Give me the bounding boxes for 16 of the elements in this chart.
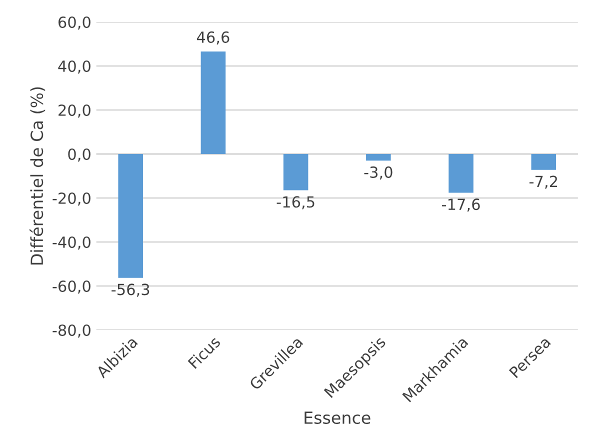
data-label: -56,3	[112, 284, 150, 297]
data-label: -3,0	[364, 166, 392, 180]
y-tick-label: 0,0	[68, 148, 90, 162]
data-label: 46,6	[196, 31, 230, 45]
x-axis-title: Essence	[304, 412, 370, 424]
y-tick-label: -80,0	[52, 324, 90, 338]
data-label: -16,5	[276, 196, 314, 210]
y-axis-title: Différentiel de Ca (%)	[30, 87, 46, 264]
y-tick-label: 40,0	[58, 60, 90, 74]
y-tick-label: 60,0	[58, 16, 90, 30]
y-tick-label: -60,0	[52, 280, 90, 294]
data-label: -7,2	[529, 176, 558, 189]
data-label: -17,6	[442, 198, 480, 212]
y-tick-label: -40,0	[52, 236, 90, 250]
y-tick-label: 20,0	[58, 104, 90, 118]
y-tick-label: -20,0	[52, 192, 90, 206]
